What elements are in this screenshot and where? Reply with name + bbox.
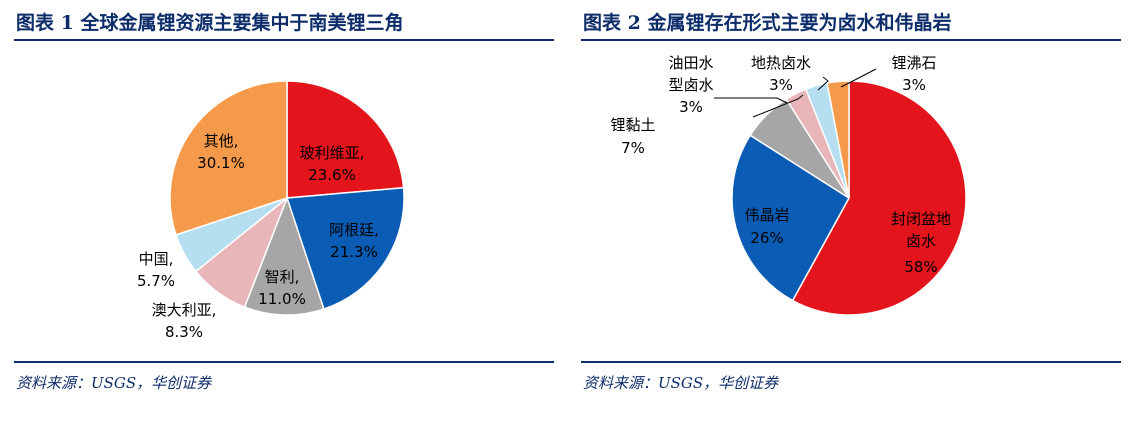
slice-name-label: 锂沸石 xyxy=(891,54,936,72)
slice-pct-label: 58% xyxy=(904,258,937,276)
slice-pct-label: 3% xyxy=(769,76,793,94)
slice-name-label: 智利, xyxy=(265,268,300,286)
slice-pct-label: 26% xyxy=(750,229,783,247)
source-note: 资料来源：USGS，华创证券 xyxy=(16,374,212,392)
slice-name-label: 封闭盆地 xyxy=(891,210,951,228)
slice-name-label: 其他, xyxy=(204,132,239,150)
leader-line xyxy=(752,94,804,118)
slice-pct-label: 21.3% xyxy=(330,243,378,261)
footer-rule xyxy=(14,361,554,363)
slice-pct-label: 30.1% xyxy=(197,154,245,172)
leader-line xyxy=(840,68,877,88)
title-rule xyxy=(14,39,554,41)
slice-name-label: 地热卤水 xyxy=(751,54,811,72)
chart-title: 图表 1 全球金属锂资源主要集中于南美锂三角 xyxy=(16,12,404,34)
pie-slice xyxy=(243,195,325,316)
slice-pct-label: 8.3% xyxy=(165,323,203,341)
title-rule xyxy=(581,39,1121,41)
source-note: 资料来源：USGS，华创证券 xyxy=(583,374,779,392)
pie-slice xyxy=(731,134,850,302)
slice-pct-label: 3% xyxy=(902,76,926,94)
slice-name-label: 澳大利亚, xyxy=(152,301,217,319)
pie-slice xyxy=(169,80,288,236)
pie-chart: 玻利维亚, 23.6% 阿根廷, 21.3% 智利, 11.0% 澳大利亚, 8.3% 中国, 5… xyxy=(137,80,405,341)
slice-name-label: 锂黏土 xyxy=(610,116,655,134)
pie-slice xyxy=(791,80,967,316)
slice-pct-label: 5.7% xyxy=(137,272,175,290)
slice-name-label: 卤水 xyxy=(906,232,936,250)
pie-slice xyxy=(285,186,405,310)
slice-name-label: 玻利维亚, xyxy=(300,144,365,162)
slice-name-label: 阿根廷, xyxy=(329,221,379,239)
footer-rule xyxy=(581,361,1121,363)
slice-name-label: 中国, xyxy=(139,250,174,268)
chart-panel-2: 图表 2 金属锂存在形式主要为卤水和伟晶岩 封闭盆地卤水 58% 伟晶岩 26% 锂黏土… xyxy=(581,0,1121,430)
pie-slice xyxy=(286,80,405,199)
slice-name-label: 伟晶岩 xyxy=(744,206,789,224)
leader-line xyxy=(714,97,788,104)
slice-pct-label: 7% xyxy=(621,139,645,157)
slice-name-label: 型卤水 xyxy=(668,76,713,94)
chart-title: 图表 2 金属锂存在形式主要为卤水和伟晶岩 xyxy=(583,12,952,34)
slice-pct-label: 3% xyxy=(679,98,703,116)
slice-pct-label: 23.6% xyxy=(308,166,356,184)
slice-name-label: 油田水 xyxy=(668,54,713,72)
slice-pct-label: 11.0% xyxy=(258,290,306,308)
pie-slice xyxy=(826,80,850,199)
chart-panel-1: 图表 1 全球金属锂资源主要集中于南美锂三角 玻利维亚, 23.6% 阿根廷, 21.… xyxy=(14,0,554,430)
leader-line xyxy=(817,76,829,91)
